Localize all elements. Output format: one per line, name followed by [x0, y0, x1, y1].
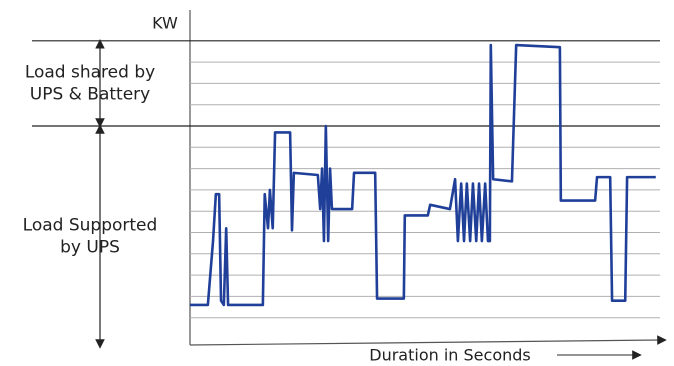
data-line [190, 43, 656, 307]
x-axis [189, 335, 667, 346]
y-axis-label: KW [152, 14, 178, 33]
annotation-text: Load shared by [25, 62, 155, 82]
annotation-text: by UPS [60, 238, 120, 258]
annotation-text: UPS & Battery [30, 84, 150, 104]
annotation-text: Load Supported [23, 216, 158, 236]
x-axis-label: Duration in Seconds [369, 346, 530, 365]
